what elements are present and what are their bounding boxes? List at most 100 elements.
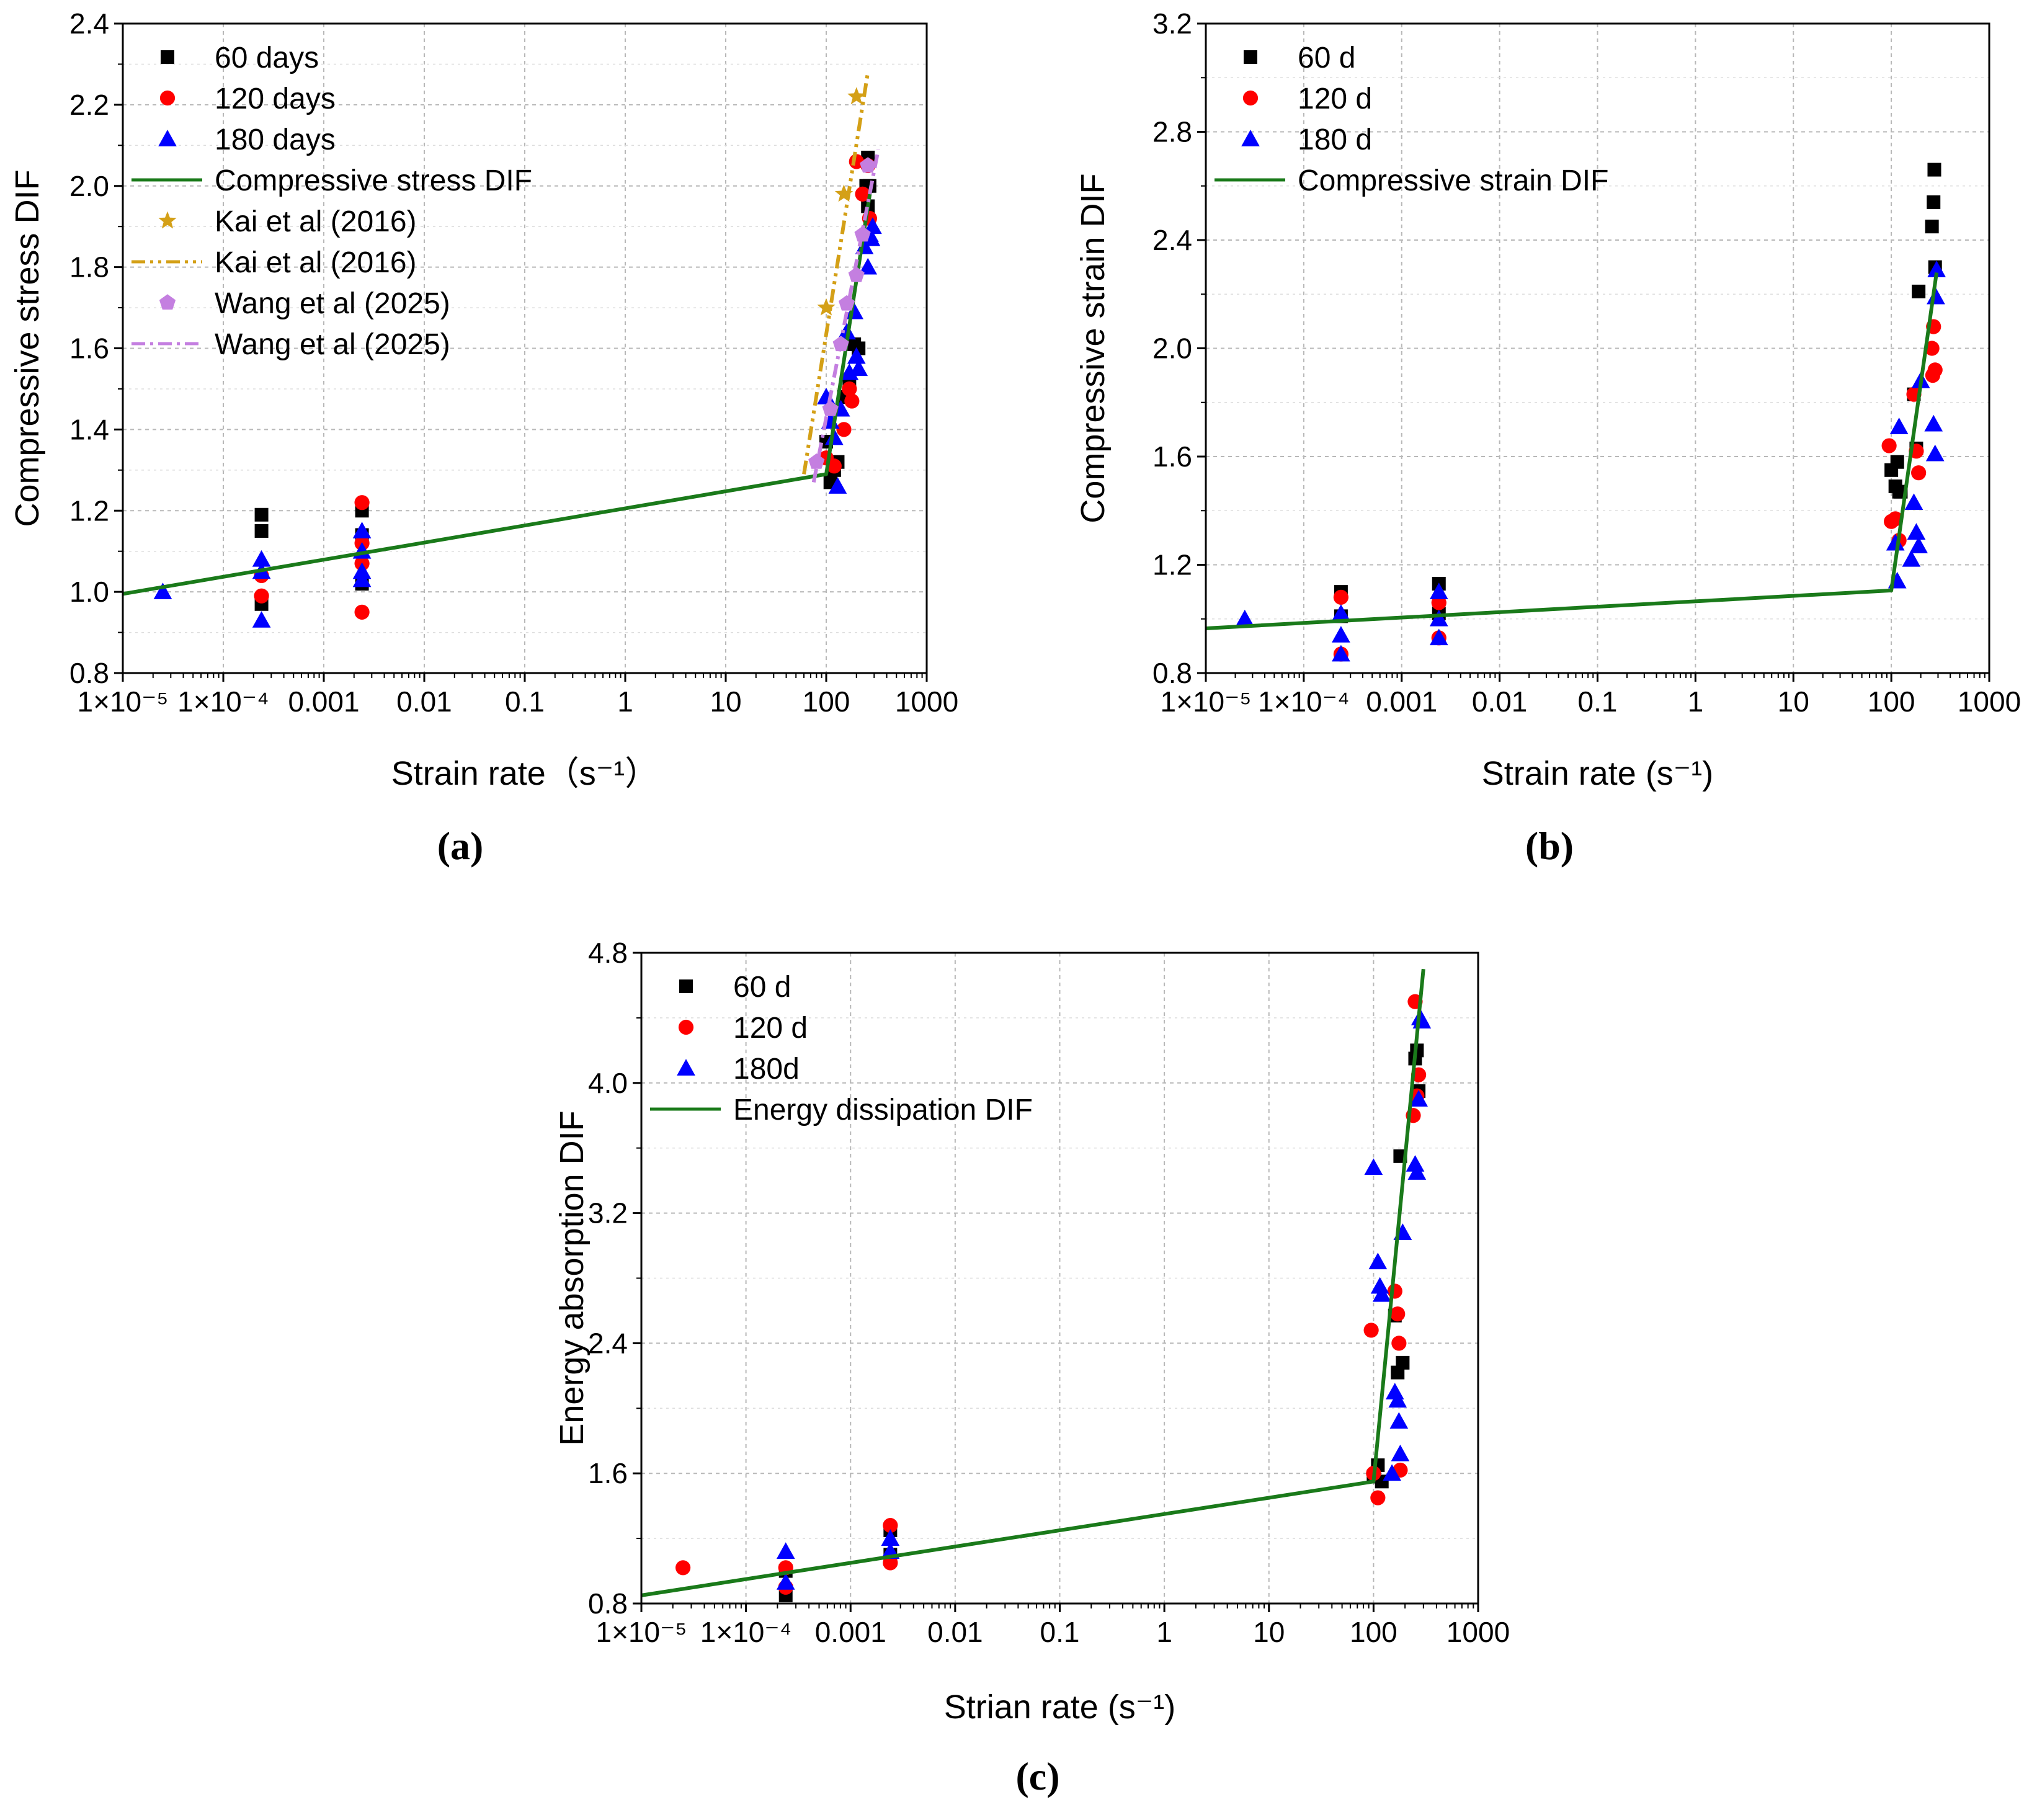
data-point xyxy=(883,1518,898,1533)
legend-marker xyxy=(1244,50,1257,64)
data-point xyxy=(1387,1283,1402,1299)
x-tick-label: 1 xyxy=(1156,1616,1172,1648)
y-tick-label: 0.8 xyxy=(588,1587,628,1620)
series-120-d xyxy=(1333,319,1943,662)
legend-marker xyxy=(159,294,176,310)
data-point xyxy=(847,347,866,364)
data-point xyxy=(1429,582,1448,600)
legend-marker xyxy=(159,90,176,106)
data-point xyxy=(834,184,854,202)
y-axis: 0.8 1.6 2.4 3.2 4.0 4.8 xyxy=(588,937,641,1620)
data-point xyxy=(1332,604,1350,621)
y-axis: 0.8 1.0 1.2 1.4 1.6 1.8 2.0 2.2 2.4 xyxy=(69,7,123,689)
x-tick-label: 1 xyxy=(617,685,633,718)
fit-line xyxy=(1205,272,1939,630)
x-tick-label: 1000 xyxy=(1958,685,2021,718)
data-point xyxy=(776,1573,795,1590)
data-point xyxy=(1904,493,1923,511)
data-point xyxy=(1372,1285,1391,1302)
data-point xyxy=(817,298,836,316)
y-tick-label: 4.8 xyxy=(588,937,628,969)
data-point xyxy=(1383,1464,1401,1481)
data-point xyxy=(354,495,370,511)
data-point xyxy=(822,400,839,416)
x-tick-label: 0.1 xyxy=(1040,1616,1080,1648)
x-tick-label: 0.001 xyxy=(815,1616,886,1648)
x-tick-label: 1×10⁻⁴ xyxy=(1258,685,1350,718)
data-point xyxy=(1907,523,1926,540)
data-point xyxy=(254,524,269,538)
x-tick-label: 0.1 xyxy=(505,685,545,718)
x-axis: 1×10⁻⁵ 1×10⁻⁴ 0.001 0.01 0.1 1 10 100 1000 xyxy=(1161,673,2021,718)
legend-label: 60 d xyxy=(1298,42,1355,74)
data-point xyxy=(1389,1412,1409,1429)
legend-label: 120 d xyxy=(733,1012,808,1045)
legend-marker xyxy=(161,50,174,64)
y-tick-label: 1.4 xyxy=(69,413,109,445)
data-point xyxy=(1925,444,1945,462)
data-point xyxy=(828,477,847,494)
x-axis-title: Strain rate（s⁻¹） xyxy=(391,755,659,792)
panel-label: (a) xyxy=(437,824,484,868)
legend-label: Kai et al (2016) xyxy=(215,246,417,279)
data-point xyxy=(862,229,881,246)
legend-marker xyxy=(677,1059,695,1076)
legend-marker xyxy=(1242,90,1259,106)
y-tick-label: 2.4 xyxy=(1152,224,1192,256)
gridlines xyxy=(641,953,1478,1604)
data-point xyxy=(776,1542,795,1559)
y-tick-label: 3.2 xyxy=(588,1197,628,1229)
y-axis-title: Compressive strain DIF xyxy=(1074,173,1112,523)
data-point xyxy=(1388,1391,1407,1408)
x-tick-label: 0.1 xyxy=(1578,685,1618,718)
series-kai-et-al-2016-points xyxy=(817,87,866,316)
data-point xyxy=(1889,417,1909,434)
legend-label: 180d xyxy=(733,1053,800,1086)
data-point xyxy=(836,422,852,437)
data-point xyxy=(1881,438,1897,453)
y-tick-label: 1.6 xyxy=(588,1457,628,1489)
data-point xyxy=(1407,1163,1427,1180)
x-tick-label: 10 xyxy=(1253,1616,1285,1648)
data-point xyxy=(863,217,882,234)
data-point xyxy=(1368,1252,1388,1270)
x-tick-label: 10 xyxy=(1778,685,1809,718)
data-point xyxy=(1391,1336,1407,1351)
legend-label: Energy dissipation DIF xyxy=(733,1094,1033,1126)
data-point xyxy=(1370,1277,1389,1294)
x-axis-title: Strian rate (s⁻¹) xyxy=(944,1688,1176,1726)
series-180-d xyxy=(1235,261,1946,662)
y-tick-label: 1.6 xyxy=(1152,440,1192,473)
y-tick-label: 2.8 xyxy=(1152,116,1192,148)
data-point xyxy=(1927,195,1941,209)
data-point xyxy=(1890,455,1904,469)
x-tick-label: 100 xyxy=(1868,685,1915,718)
panel-label: (b) xyxy=(1525,824,1574,868)
y-tick-label: 3.2 xyxy=(1152,7,1192,40)
x-tick-label: 1000 xyxy=(1446,1616,1510,1648)
data-point xyxy=(352,522,372,538)
data-point xyxy=(252,550,271,567)
data-point xyxy=(881,1529,900,1546)
legend-label: 180 days xyxy=(215,123,336,156)
x-tick-label: 0.01 xyxy=(1472,685,1528,718)
legend-marker xyxy=(158,130,177,146)
x-tick-label: 1000 xyxy=(895,685,958,718)
y-tick-label: 2.4 xyxy=(69,7,109,40)
y-tick-label: 1.0 xyxy=(69,576,109,608)
x-tick-label: 100 xyxy=(1350,1616,1397,1648)
data-point xyxy=(842,381,857,397)
y-axis: 0.8 1.2 1.6 2.0 2.4 2.8 3.2 xyxy=(1152,7,1206,689)
legend-label: Wang et al (2025) xyxy=(215,287,450,320)
x-tick-label: 0.001 xyxy=(288,685,359,718)
data-point xyxy=(254,588,269,604)
data-point xyxy=(1909,537,1928,553)
x-tick-label: 100 xyxy=(803,685,850,718)
legend-label: Wang et al (2025) xyxy=(215,328,450,361)
data-point xyxy=(1364,1158,1383,1175)
data-point xyxy=(675,1560,691,1576)
y-tick-label: 1.2 xyxy=(1152,549,1192,581)
data-point xyxy=(1924,414,1943,432)
legend-label: 60 days xyxy=(215,42,319,74)
x-axis: 1×10⁻⁵ 1×10⁻⁴ 0.001 0.01 0.1 1 10 100 1000 xyxy=(78,673,958,718)
